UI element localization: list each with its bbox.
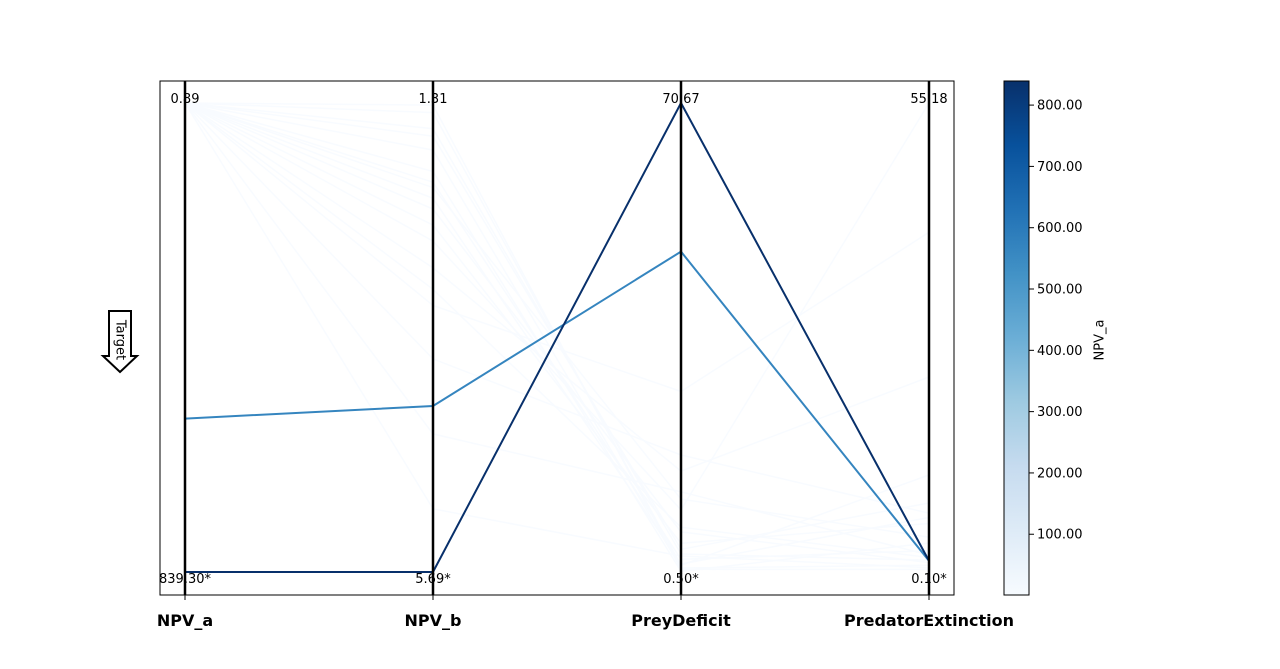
solution-line [184, 102, 930, 561]
axis-name: NPV_a [157, 611, 213, 630]
solution-line [184, 102, 930, 561]
solution-line [184, 102, 930, 472]
solution-line [184, 102, 930, 564]
plot-frame [159, 80, 955, 596]
solution-line [184, 250, 930, 562]
axis-top-label: 55.18 [910, 92, 947, 107]
colorbar-tick-label: 400.00 [1037, 344, 1083, 359]
colorbar-label: NPV_a [1093, 320, 1108, 361]
target-arrow: Target [100, 310, 140, 374]
axis-top-label: 0.89 [171, 92, 200, 107]
target-arrow-icon [100, 310, 140, 374]
solution-lines [184, 100, 930, 573]
colorbar-tick-label: 800.00 [1037, 99, 1083, 114]
axis-top-label: 1.31 [419, 92, 448, 107]
solution-line [184, 102, 930, 573]
axis-bottom-label: 0.10* [911, 572, 947, 587]
solution-line [184, 102, 930, 569]
axis-top-label: 70.67 [662, 92, 699, 107]
solution-line [184, 102, 930, 545]
solution-line [184, 102, 930, 551]
solution-line [184, 102, 930, 514]
colorbar-gradient [1003, 80, 1030, 596]
colorbar-tick-label: 500.00 [1037, 283, 1083, 298]
colorbar-tick-label: 100.00 [1037, 528, 1083, 543]
colorbar-ticks: 100.00 200.00 300.00 400.00 500.00 600.00 700.… [1029, 99, 1083, 543]
colorbar-tick-label: 600.00 [1037, 221, 1083, 236]
axes: 0.89 839.30* NPV_a 1.31 5.69* NPV_b 70.67 0.50*… [157, 81, 1014, 630]
colorbar-tick-label: 300.00 [1037, 405, 1083, 420]
solution-line [185, 100, 930, 573]
solution-line [184, 102, 930, 556]
colorbar-tick-label: 700.00 [1037, 160, 1083, 175]
solution-line [184, 102, 930, 559]
colorbar-tick-label: 200.00 [1037, 466, 1083, 481]
solution-line [184, 102, 930, 567]
axis-name: PredatorExtinction [844, 611, 1014, 630]
target-label: Target [113, 319, 128, 360]
solution-line [184, 102, 930, 393]
solution-line [184, 102, 930, 565]
colorbar: 100.00 200.00 300.00 400.00 500.00 600.00 700.… [1003, 80, 1108, 596]
solution-line [184, 102, 930, 569]
solution-line [184, 102, 930, 512]
solution-line [184, 102, 930, 538]
axis-name: NPV_b [405, 611, 462, 630]
axis-name: PreyDeficit [631, 611, 731, 630]
axis-bottom-label: 0.50* [663, 572, 699, 587]
axis-bottom-label: 839.30* [159, 572, 211, 587]
axis-bottom-label: 5.69* [415, 572, 451, 587]
